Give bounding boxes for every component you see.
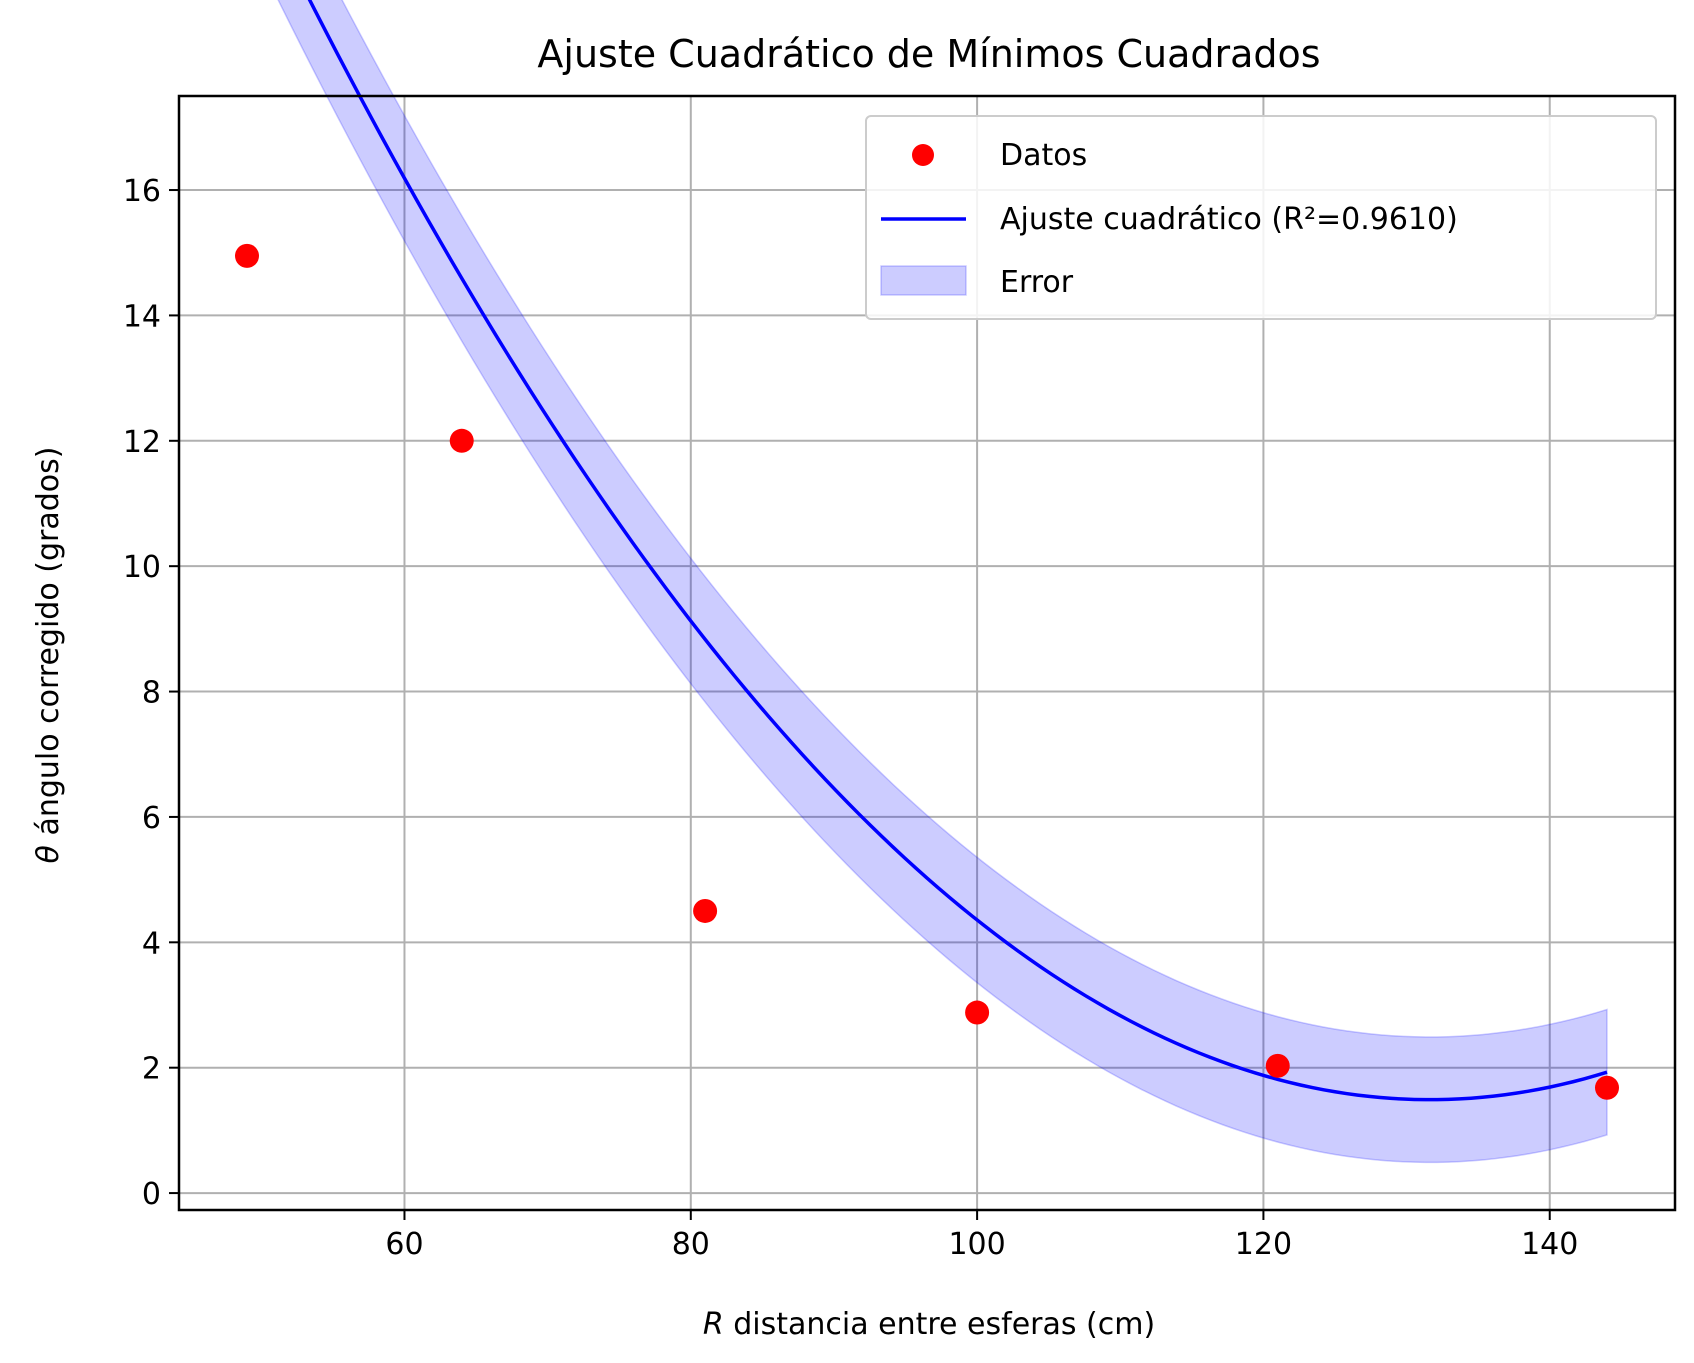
y-tick-label: 2 (142, 1052, 161, 1087)
plot-frame (177, 94, 1677, 1212)
legend-error-label: Error (1000, 265, 1074, 300)
data-point (449, 428, 474, 453)
data-point (1595, 1075, 1619, 1100)
legend: Datos Ajuste cuadrático (R²=0.9610) Erro… (865, 115, 1657, 320)
data-points (235, 243, 1619, 1100)
data-point (965, 1000, 990, 1025)
y-axis-ticks: 0 2 4 6 8 10 12 14 16 (123, 174, 179, 1212)
x-tick-label: 80 (672, 1227, 710, 1262)
data-point (235, 243, 259, 268)
x-tick-label: 120 (1235, 1227, 1292, 1262)
fit-line (307, 0, 1608, 1102)
y-tick-label: 12 (123, 425, 161, 460)
legend-datos-label: Datos (1000, 138, 1087, 173)
error-band-area (277, 0, 1608, 1164)
x-axis-label: R distancia entre esferas (cm) (703, 1307, 1155, 1342)
data-point (693, 898, 718, 923)
y-axis-variable: θ (31, 845, 66, 863)
legend-fit-label: Ajuste cuadrático (R²=0.9610) (1000, 202, 1458, 237)
y-tick-label: 6 (142, 801, 161, 836)
y-axis-text: ángulo corregido (grados) (31, 447, 66, 846)
legend-box (865, 115, 1657, 320)
y-tick-label: 16 (123, 174, 161, 209)
x-tick-label: 60 (385, 1227, 423, 1262)
fit-curve (307, 0, 1608, 1102)
x-axis-text: distancia entre esferas (cm) (724, 1307, 1155, 1342)
y-tick-label: 4 (142, 926, 161, 961)
x-axis-ticks: 60 80 100 120 140 (385, 1210, 1578, 1262)
x-tick-label: 100 (948, 1227, 1005, 1262)
chart-title: Ajuste Cuadrático de Mínimos Cuadrados (537, 32, 1320, 76)
legend-error-swatch (880, 265, 967, 296)
y-tick-label: 8 (142, 676, 161, 711)
y-axis-label: θ ángulo corregido (grados) (31, 447, 66, 864)
data-point (1265, 1053, 1290, 1078)
y-tick-label: 10 (123, 550, 161, 585)
legend-datos-marker (912, 144, 934, 166)
x-axis-variable: R (703, 1307, 724, 1342)
y-tick-label: 0 (142, 1177, 161, 1212)
y-tick-label: 14 (123, 299, 161, 334)
x-tick-label: 140 (1521, 1227, 1578, 1262)
error-band (277, 0, 1608, 1164)
axes (177, 94, 1677, 1212)
